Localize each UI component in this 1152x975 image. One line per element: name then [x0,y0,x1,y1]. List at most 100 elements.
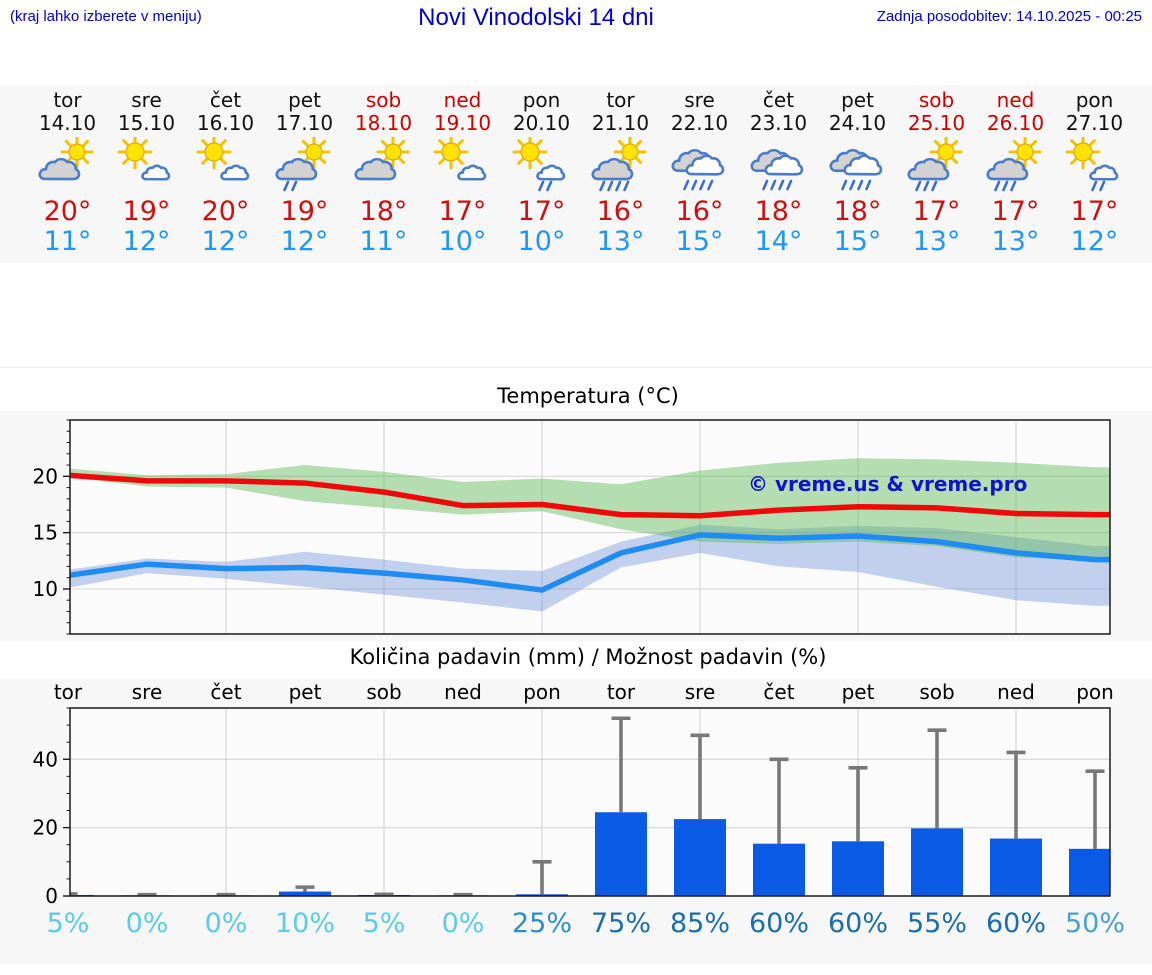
forecast-day[interactable]: pet 24.10 18° 15° [818,85,897,263]
forecast-day[interactable]: sob 18.10 18° 11° [344,85,423,263]
day-name: sre [684,88,715,112]
precip-probability-label: 85% [670,908,730,939]
forecast-day[interactable]: sob 25.10 17° 13° [897,85,976,263]
precip-probability-label: 60% [828,908,888,939]
forecast-day[interactable]: pet 17.10 19° 12° [265,85,344,263]
day-name: ned [443,88,482,112]
low-temp: 11° [359,226,408,257]
day-date: 25.10 [907,111,966,135]
precipitation-chart: tor sre čet pet sob ned pon tor sre čet pet sob ned p… [0,678,1152,964]
weather-icon [186,137,265,195]
day-date: 27.10 [1065,111,1124,135]
precip-probability-label: 55% [907,908,967,939]
day-date: 24.10 [828,111,887,135]
forecast-day[interactable]: sre 22.10 16° 15° [660,85,739,263]
low-temp: 10° [438,226,487,257]
forecast-day[interactable]: čet 23.10 18° 14° [739,85,818,263]
forecast-day[interactable]: ned 26.10 17° 13° [976,85,1055,263]
low-temp: 14° [754,226,803,257]
precip-day-label: ned [444,680,482,704]
day-date: 26.10 [986,111,1045,135]
svg-text:40: 40 [33,747,58,771]
high-temp: 18° [754,196,803,227]
precip-day-label: čet [210,680,241,704]
high-temp: 20° [201,196,250,227]
low-temp: 15° [675,226,724,257]
high-temp: 17° [991,196,1040,227]
high-temp: 16° [596,196,645,227]
separator [0,367,1152,368]
day-date: 22.10 [670,111,729,135]
precip-day-label: ned [997,680,1035,704]
day-date: 15.10 [117,111,176,135]
precip-probability-label: 60% [986,908,1046,939]
precip-probability-label: 0% [442,908,485,939]
forecast-day[interactable]: pon 27.10 17° 12° [1055,85,1134,263]
day-name: sob [365,88,402,112]
day-name: tor [53,88,82,112]
day-name: pet [288,88,321,112]
precip-probability-label: 50% [1065,908,1125,939]
high-temp: 20° [43,196,92,227]
high-temp: 18° [359,196,408,227]
low-temp: 12° [1070,226,1119,257]
day-name: ned [996,88,1035,112]
day-date: 20.10 [512,111,571,135]
high-temp: 17° [1070,196,1119,227]
weather-icon [818,137,897,195]
weather-icon [660,137,739,195]
forecast-day[interactable]: čet 16.10 20° 12° [186,85,265,263]
day-date: 19.10 [433,111,492,135]
high-temp: 17° [438,196,487,227]
forecast-day[interactable]: ned 19.10 17° 10° [423,85,502,263]
temperature-chart: 10 15 20 © vreme.us & vreme.pro [0,411,1152,642]
low-temp: 13° [912,226,961,257]
day-name: čet [209,88,242,112]
weather-icon [1055,137,1134,195]
weather-icon [502,137,581,195]
precip-probability-label: 0% [126,908,169,939]
svg-text:0: 0 [45,884,58,908]
day-date: 14.10 [38,111,97,135]
high-temp: 18° [833,196,882,227]
precip-probability-label: 0% [205,908,248,939]
low-temp: 12° [280,226,329,257]
precip-day-label: tor [54,680,83,704]
forecast-day[interactable]: tor 14.10 20° 11° [28,85,107,263]
high-temp: 17° [912,196,961,227]
day-name: pet [841,88,874,112]
forecast-day[interactable]: sre 15.10 19° 12° [107,85,186,263]
low-temp: 13° [596,226,645,257]
precip-day-label: sre [685,680,716,704]
day-date: 18.10 [354,111,413,135]
weather-icon [739,137,818,195]
day-name: pon [1075,88,1114,112]
location-hint-link[interactable]: (kraj lahko izberete v meniju) [10,8,202,25]
svg-text:20: 20 [33,816,58,840]
forecast-day[interactable]: pon 20.10 17° 10° [502,85,581,263]
day-name: čet [762,88,795,112]
day-date: 17.10 [275,111,334,135]
svg-text:20: 20 [33,464,58,488]
precip-probability-label: 60% [749,908,809,939]
low-temp: 12° [122,226,171,257]
precip-probability-label: 5% [363,908,406,939]
day-date: 16.10 [196,111,255,135]
high-temp: 16° [675,196,724,227]
day-name: sre [131,88,162,112]
precipitation-chart-title: Količina padavin (mm) / Možnost padavin … [349,645,827,669]
day-name: tor [606,88,635,112]
high-temp: 19° [280,196,329,227]
watermark-link[interactable]: © vreme.us & vreme.pro [748,472,1027,496]
forecast-day[interactable]: tor 21.10 16° 13° [581,85,660,263]
forecast-strip: tor 14.10 20° 11° sre 15.10 19° 12° čet … [0,85,1152,263]
day-name: sob [918,88,955,112]
svg-text:10: 10 [33,577,58,601]
day-name: pon [522,88,561,112]
precip-day-label: tor [607,680,636,704]
weather-icon [265,137,344,195]
precip-day-label: čet [763,680,794,704]
weather-icon [897,137,976,195]
high-temp: 19° [122,196,171,227]
